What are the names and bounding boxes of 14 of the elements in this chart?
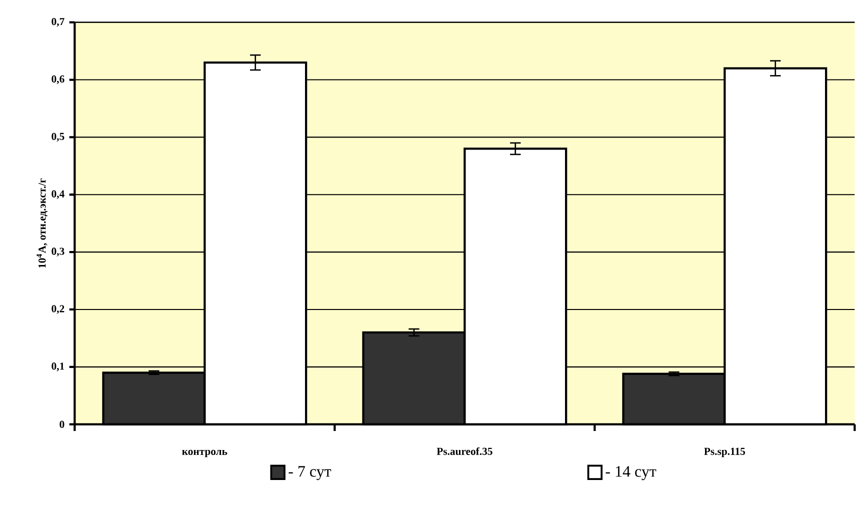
y-tick-label: 0,7: [52, 18, 64, 27]
y-tick-label: 0,5: [52, 132, 64, 142]
x-tick-label: Ps.sp.115: [704, 448, 746, 458]
y-axis-title: 10$^{4}$A, отн.ед.экст./г: [36, 178, 48, 268]
y-tick-label: 0,1: [52, 362, 64, 372]
legend-label: - 7 сут: [288, 466, 332, 480]
legend-label: - 14 сут: [606, 466, 656, 480]
y-tick-label: 0,2: [52, 305, 64, 314]
y-tick-label: 0,4: [52, 190, 64, 199]
x-tick-label: контроль: [182, 450, 228, 458]
x-tick-label: Ps.aureof.35: [436, 447, 492, 455]
y-tick-label: 0,6: [52, 75, 64, 84]
y-tick-label: 0,3: [52, 248, 64, 256]
y-tick-label: 0: [60, 420, 64, 428]
